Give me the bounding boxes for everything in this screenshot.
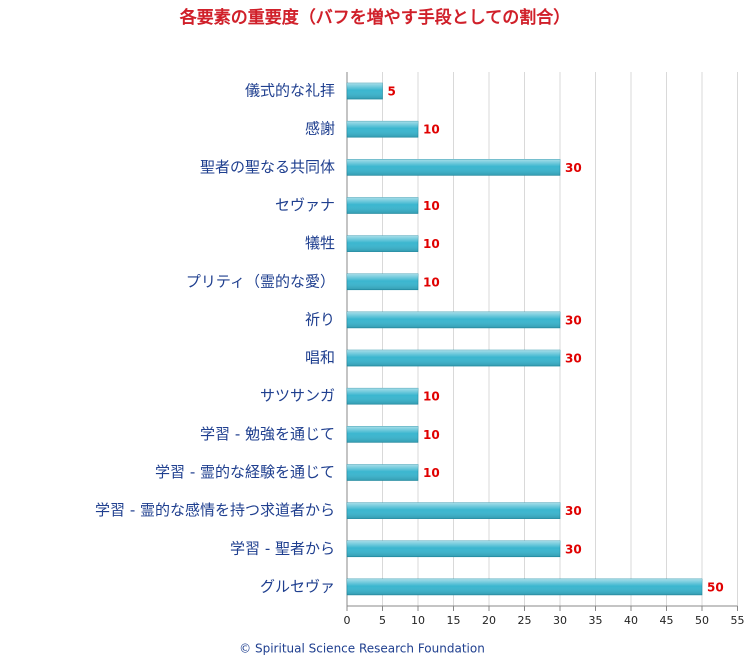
y-tick-label: 儀式的な礼拝 xyxy=(245,82,335,100)
x-tick-label: 55 xyxy=(731,614,745,627)
bar-shine xyxy=(347,121,418,138)
bar-shine xyxy=(347,197,418,214)
y-tick-label: 学習 - 勉強を通じて xyxy=(200,425,335,443)
value-label: 10 xyxy=(423,275,440,289)
value-label: 30 xyxy=(565,313,582,327)
value-label: 10 xyxy=(423,390,440,404)
x-tick-label: 50 xyxy=(695,614,709,627)
value-label: 10 xyxy=(423,237,440,251)
y-tick-label: 学習 - 霊的な感情を持つ求道者から xyxy=(95,501,335,519)
bar-shine xyxy=(347,273,418,290)
value-label: 30 xyxy=(565,352,582,366)
bar-shine xyxy=(347,578,702,595)
bar-shine xyxy=(347,502,560,519)
bar-shine xyxy=(347,426,418,443)
bar-shine xyxy=(347,350,560,367)
y-tick-label: 聖者の聖なる共同体 xyxy=(200,158,335,176)
y-tick-label: 学習 - 霊的な経験を通じて xyxy=(155,463,335,481)
bar-shine xyxy=(347,83,383,100)
chart-title: 各要素の重要度（バフを増やす手段としての割合） xyxy=(179,7,571,28)
x-tick-label: 0 xyxy=(344,614,351,627)
value-label: 10 xyxy=(423,466,440,480)
value-label: 30 xyxy=(565,161,582,175)
bar-shine xyxy=(347,235,418,252)
bar-shine xyxy=(347,464,418,481)
x-tick-label: 40 xyxy=(624,614,638,627)
y-tick-label: 犠牲 xyxy=(305,234,335,252)
bar-shine xyxy=(347,159,560,176)
value-label: 10 xyxy=(423,428,440,442)
value-label: 5 xyxy=(388,85,396,99)
bar-shine xyxy=(347,311,560,328)
x-tick-label: 10 xyxy=(411,614,425,627)
y-tick-label: セヴァナ xyxy=(275,196,335,214)
x-tick-label: 15 xyxy=(447,614,461,627)
y-tick-label: サツサンガ xyxy=(260,387,335,405)
value-label: 30 xyxy=(565,542,582,556)
x-tick-label: 45 xyxy=(660,614,674,627)
x-tick-label: 35 xyxy=(589,614,603,627)
value-label: 50 xyxy=(707,580,724,594)
y-tick-label: 感謝 xyxy=(305,120,335,138)
y-tick-label: 唱和 xyxy=(305,349,335,367)
y-tick-label: グルセヴァ xyxy=(260,577,335,595)
y-tick-label: 祈り xyxy=(305,310,335,328)
x-tick-label: 30 xyxy=(553,614,567,627)
bar-shine xyxy=(347,540,560,557)
y-tick-label: 学習 - 聖者から xyxy=(230,539,335,557)
x-tick-label: 5 xyxy=(379,614,386,627)
bar-shine xyxy=(347,388,418,405)
value-label: 10 xyxy=(423,199,440,213)
x-tick-label: 25 xyxy=(518,614,532,627)
x-tick-label: 20 xyxy=(482,614,496,627)
value-label: 10 xyxy=(423,123,440,137)
value-label: 30 xyxy=(565,504,582,518)
footer: © Spiritual Science Research Foundation xyxy=(239,642,485,656)
y-tick-label: プリティ（霊的な愛） xyxy=(186,272,335,290)
